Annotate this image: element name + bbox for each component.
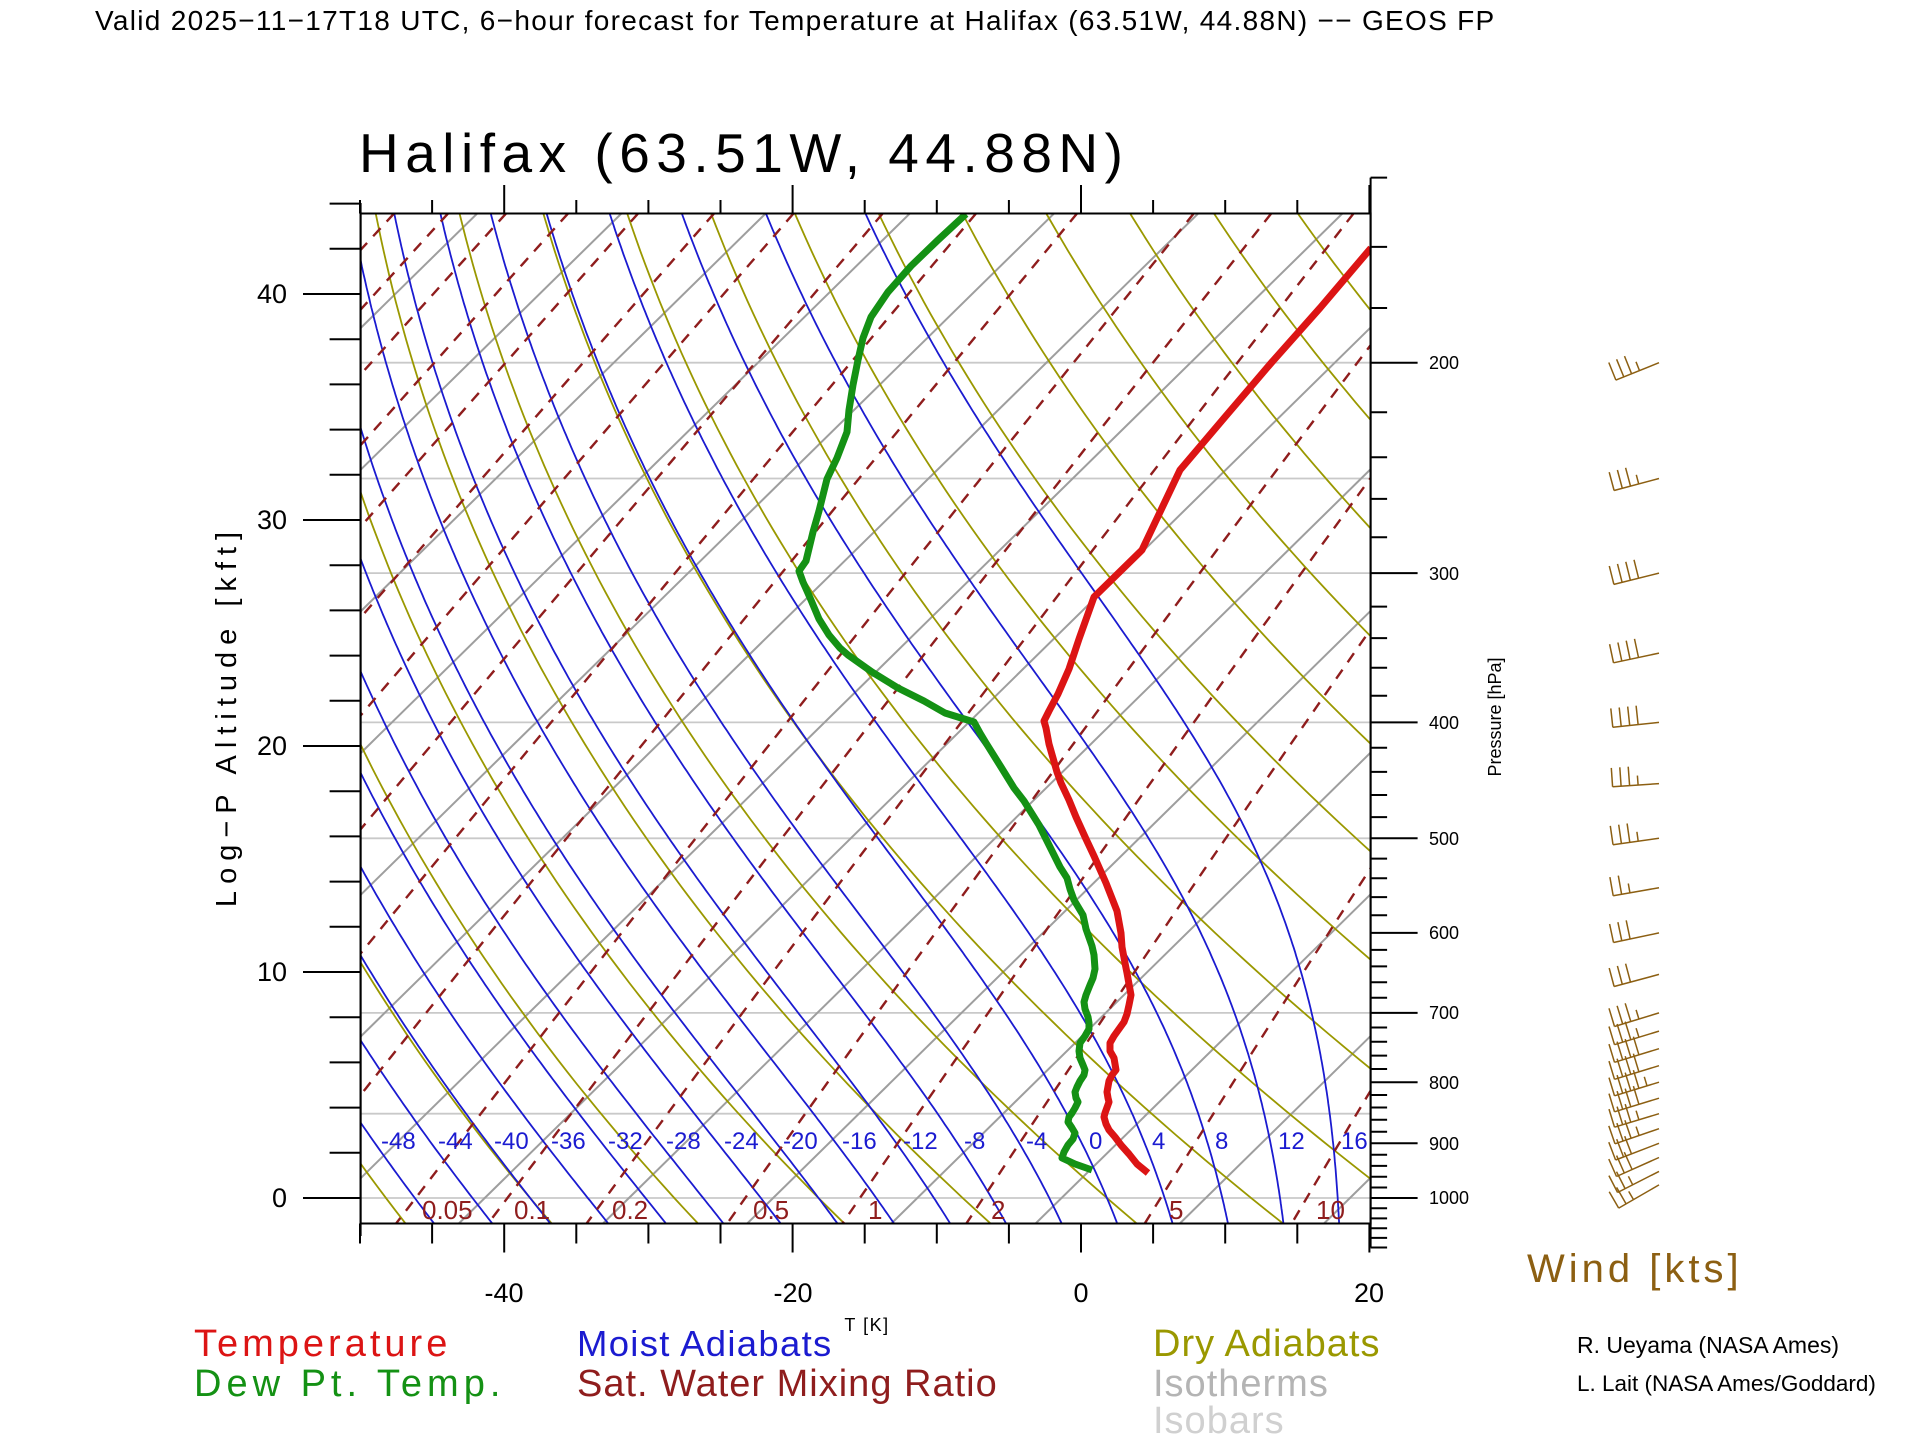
svg-text:1000: 1000 [1429, 1188, 1469, 1208]
svg-text:0: 0 [1089, 1128, 1102, 1155]
svg-text:4: 4 [1152, 1128, 1165, 1155]
svg-text:Log−P Altitude [kft]: Log−P Altitude [kft] [211, 525, 243, 907]
svg-text:8: 8 [1215, 1128, 1228, 1155]
svg-text:300: 300 [1429, 564, 1459, 584]
svg-text:40: 40 [257, 279, 287, 309]
svg-text:-8: -8 [964, 1128, 985, 1155]
svg-text:30: 30 [257, 505, 287, 535]
svg-text:800: 800 [1429, 1073, 1459, 1093]
svg-text:Pressure [hPa]: Pressure [hPa] [1485, 657, 1505, 776]
svg-text:-4: -4 [1026, 1128, 1047, 1155]
svg-text:-32: -32 [608, 1128, 643, 1155]
svg-text:16: 16 [1341, 1128, 1368, 1155]
svg-text:-24: -24 [724, 1128, 759, 1155]
svg-text:20: 20 [257, 731, 287, 761]
svg-text:-20: -20 [773, 1278, 812, 1308]
svg-text:-16: -16 [842, 1128, 877, 1155]
svg-text:2: 2 [991, 1195, 1005, 1225]
svg-text:20: 20 [1354, 1278, 1384, 1308]
svg-text:R. Ueyama (NASA Ames): R. Ueyama (NASA Ames) [1577, 1332, 1839, 1358]
svg-text:0.05: 0.05 [422, 1195, 473, 1225]
svg-text:Dew Pt. Temp.: Dew Pt. Temp. [194, 1363, 505, 1405]
svg-text:-44: -44 [438, 1128, 473, 1155]
svg-text:0: 0 [272, 1183, 287, 1213]
svg-text:0.2: 0.2 [612, 1195, 648, 1225]
svg-text:5: 5 [1169, 1195, 1183, 1225]
svg-text:-20: -20 [783, 1128, 818, 1155]
svg-text:Temperature: Temperature [194, 1323, 451, 1365]
svg-text:Isotherms: Isotherms [1153, 1363, 1329, 1405]
svg-text:Sat. Water Mixing Ratio: Sat. Water Mixing Ratio [577, 1363, 998, 1405]
svg-text:Isobars: Isobars [1153, 1400, 1285, 1440]
svg-text:-28: -28 [666, 1128, 701, 1155]
svg-text:12: 12 [1278, 1128, 1305, 1155]
svg-text:-12: -12 [903, 1128, 938, 1155]
svg-text:500: 500 [1429, 829, 1459, 849]
svg-text:-36: -36 [551, 1128, 586, 1155]
svg-text:-48: -48 [381, 1128, 416, 1155]
svg-text:-40: -40 [484, 1278, 523, 1308]
svg-text:200: 200 [1429, 353, 1459, 373]
svg-text:600: 600 [1429, 923, 1459, 943]
svg-text:-40: -40 [494, 1128, 529, 1155]
svg-text:400: 400 [1429, 713, 1459, 733]
svg-text:10: 10 [1316, 1195, 1345, 1225]
svg-text:0: 0 [1073, 1278, 1088, 1308]
svg-text:Wind [kts]: Wind [kts] [1527, 1247, 1743, 1291]
svg-text:0.5: 0.5 [753, 1195, 789, 1225]
svg-text:0.1: 0.1 [514, 1195, 550, 1225]
svg-text:900: 900 [1429, 1134, 1459, 1154]
svg-text:700: 700 [1429, 1003, 1459, 1023]
svg-text:1: 1 [868, 1195, 882, 1225]
svg-text:10: 10 [257, 957, 287, 987]
svg-text:Dry Adiabats: Dry Adiabats [1153, 1323, 1380, 1365]
svg-text:L. Lait (NASA Ames/Goddard): L. Lait (NASA Ames/Goddard) [1577, 1371, 1876, 1396]
svg-text:Valid 2025−11−17T18 UTC, 6−hou: Valid 2025−11−17T18 UTC, 6−hour forecast… [95, 5, 1496, 36]
svg-text:T [K]: T [K] [844, 1315, 889, 1335]
svg-text:Halifax (63.51W, 44.88N): Halifax (63.51W, 44.88N) [359, 122, 1129, 184]
svg-text:Moist Adiabats: Moist Adiabats [577, 1323, 833, 1364]
